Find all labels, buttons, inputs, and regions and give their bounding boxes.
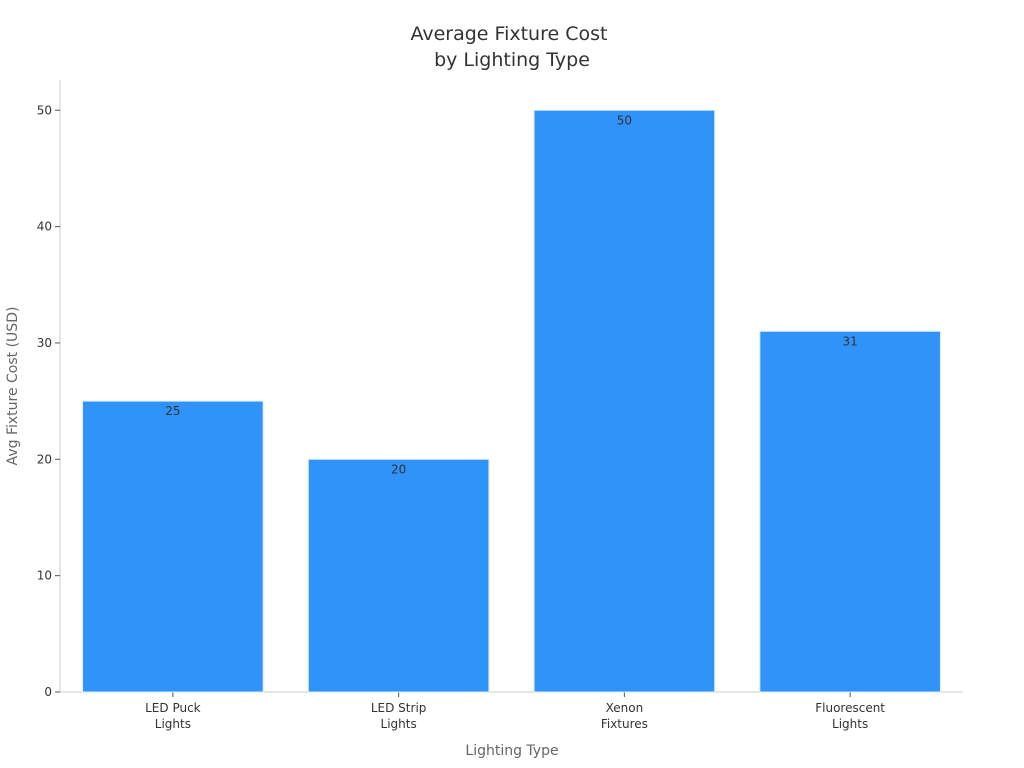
bar-value-label: 20 — [391, 462, 406, 476]
x-tick-label-line: Lights — [832, 717, 868, 731]
x-tick-label-line: Lights — [155, 717, 191, 731]
y-tick-label: 30 — [37, 336, 52, 350]
bar-value-label: 25 — [165, 404, 180, 418]
x-axis-label: Lighting Type — [465, 743, 558, 759]
bar — [82, 400, 264, 693]
y-tick-label: 40 — [37, 220, 52, 234]
data-labels: 25 20 50 31 — [165, 113, 858, 476]
y-tick-label: 20 — [37, 452, 52, 466]
bar-value-label: 50 — [617, 113, 632, 127]
bars — [82, 109, 941, 693]
x-axis: LED Puck Lights LED Strip Lights Xenon Fixtur… — [60, 691, 963, 731]
x-tick-label-line: Lights — [381, 717, 417, 731]
x-tick-label: Fluorescent Lights — [815, 701, 885, 731]
y-axis: 0 10 20 30 40 50 — [37, 80, 61, 699]
chart-title-line-1: Average Fixture Cost — [410, 23, 607, 45]
y-tick-label: 50 — [37, 103, 52, 117]
x-tick-label-line: LED Puck — [145, 701, 201, 715]
y-axis-label: Avg Fixture Cost (USD) — [5, 307, 21, 466]
y-tick-label: 0 — [44, 685, 52, 699]
bar-value-label: 31 — [842, 334, 857, 348]
x-tick-label: LED Puck Lights — [145, 701, 201, 731]
bar — [759, 330, 941, 693]
y-tick-label: 10 — [37, 569, 52, 583]
chart-title: Average Fixture Cost by Lighting Type — [410, 23, 613, 71]
x-tick-label-line: Xenon — [606, 701, 644, 715]
x-tick-label: Xenon Fixtures — [601, 701, 648, 731]
x-tick-label: LED Strip Lights — [371, 701, 427, 731]
x-tick-label-line: LED Strip — [371, 701, 427, 715]
bar — [533, 109, 716, 693]
x-tick-label-line: Fixtures — [601, 717, 648, 731]
chart-title-line-2: by Lighting Type — [434, 49, 590, 71]
x-tick-label-line: Fluorescent — [815, 701, 885, 715]
bar — [307, 458, 490, 693]
